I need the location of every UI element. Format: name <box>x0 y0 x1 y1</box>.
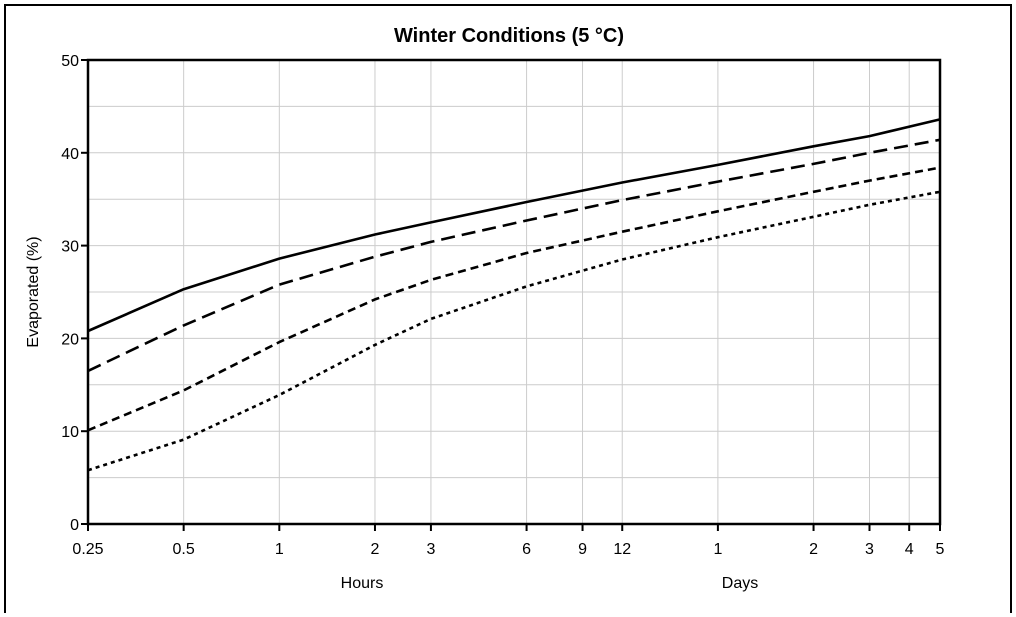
chart-title: Winter Conditions (5 °C) <box>394 25 624 47</box>
y-axis-label: Evaporated (%) <box>25 236 42 347</box>
series-line-dash <box>87 166 941 432</box>
x-ticks: 0.25 0.5 1 2 3 6 9 12 1 2 3 4 5 <box>72 524 945 558</box>
chart-frame <box>4 4 1012 613</box>
plot-area-border <box>86 58 942 526</box>
series-line-solid <box>87 118 941 333</box>
x-tick-label-5: 6 <box>522 541 531 558</box>
x-tick-label-4: 3 <box>426 541 435 558</box>
grid <box>87 59 941 525</box>
y-tick-label-30: 30 <box>61 239 79 256</box>
y-tick-label-50: 50 <box>61 53 79 70</box>
x-tick-label-2: 1 <box>275 541 284 558</box>
x-tick-label-3: 2 <box>371 541 380 558</box>
series-line-dot <box>87 190 941 472</box>
y-tick-label-40: 40 <box>61 146 79 163</box>
x-tick-label-0: 0.25 <box>72 541 103 558</box>
x-tick-label-12: 5 <box>936 541 945 558</box>
x-tick-label-6: 9 <box>578 541 587 558</box>
y-ticks: 0 10 20 30 40 50 <box>61 53 88 534</box>
y-tick-label-10: 10 <box>61 424 79 441</box>
y-tick-label-20: 20 <box>61 331 79 348</box>
x-tick-label-10: 3 <box>865 541 874 558</box>
x-tick-label-1: 0.5 <box>173 541 195 558</box>
x-tick-label-9: 2 <box>809 541 818 558</box>
series-lines <box>87 118 941 472</box>
x-tick-label-7: 12 <box>613 541 631 558</box>
x-tick-label-11: 4 <box>905 541 914 558</box>
series-line-long-dash <box>87 138 941 373</box>
x-group-label-days: Days <box>722 575 758 592</box>
axes <box>86 58 942 526</box>
x-tick-label-8: 1 <box>713 541 722 558</box>
x-group-label-hours: Hours <box>341 575 384 592</box>
y-tick-label-0: 0 <box>70 517 79 534</box>
